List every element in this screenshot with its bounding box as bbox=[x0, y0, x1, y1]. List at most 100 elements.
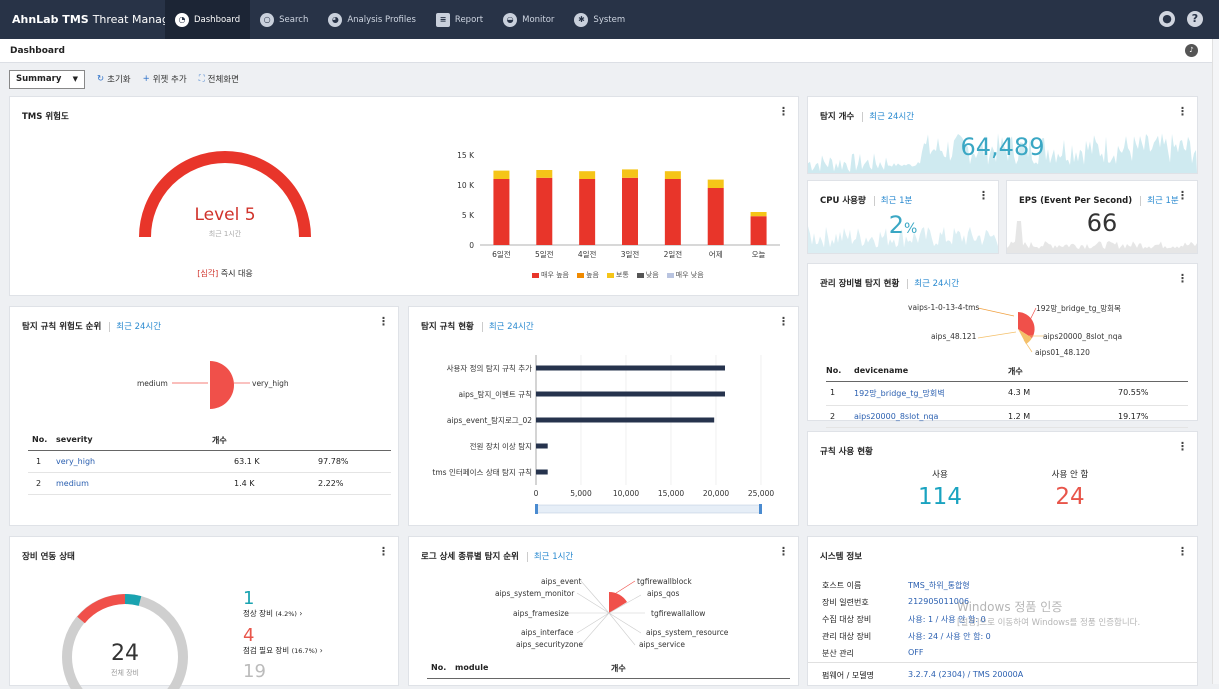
bar bbox=[536, 365, 725, 371]
table-row: 1 very_high 63.1 K 97.78% bbox=[28, 451, 391, 473]
sysinfo-row: 장비 일련번호 212905011006 bbox=[822, 597, 970, 607]
card-title: 탐지 규칙 위험도 순위 최근 24시간 bbox=[22, 322, 162, 332]
more-icon[interactable]: ⋮ bbox=[778, 105, 789, 118]
card-subtitle: 최근 24시간 bbox=[862, 112, 915, 122]
bar-segment bbox=[707, 188, 724, 245]
sysinfo-row: 펌웨어 / 모델명 3.2.7.4 (2304) / TMS 20000A bbox=[822, 670, 1024, 680]
card-title: CPU 사용량 최근 1분 bbox=[820, 196, 913, 206]
check-link[interactable]: 점검 필요 장비 (16.7%) › bbox=[243, 646, 323, 655]
more-icon[interactable]: ⋮ bbox=[1177, 440, 1188, 453]
more-icon[interactable]: ⋮ bbox=[778, 315, 789, 328]
bar bbox=[536, 391, 725, 397]
card-title: TMS 위험도 bbox=[22, 112, 69, 122]
y-tick-label: 0 bbox=[469, 241, 474, 250]
bar-segment bbox=[664, 179, 681, 245]
more-icon[interactable]: ⋮ bbox=[978, 189, 989, 202]
top-navigation-bar: AhnLab TMS Threat Manager ▼ ◔Dashboard ○… bbox=[0, 0, 1219, 39]
nav-system[interactable]: ✱ System bbox=[564, 0, 635, 39]
legend-item[interactable]: 낮음 bbox=[636, 270, 659, 280]
y-tick-label: 5 K bbox=[462, 211, 475, 220]
y-tick-label: 10 K bbox=[457, 181, 475, 190]
tms-risk-card: TMS 위험도 ⋮ Level 5 최근 1시간 [심각] 즉시 대응 15 K… bbox=[9, 96, 799, 296]
severity-pie-chart bbox=[172, 361, 250, 409]
legend-item[interactable]: 매우 높음 bbox=[532, 270, 569, 280]
table-row: 1 192망_bridge_tg_망회벽 4.3 M 70.55% bbox=[826, 382, 1188, 406]
card-title: 시스템 정보 bbox=[820, 552, 863, 562]
x-tick-label: 6일전 bbox=[492, 249, 511, 259]
y-tick-label: 전원 장치 이상 탐지 bbox=[470, 441, 532, 451]
log-pie-chart bbox=[569, 580, 645, 646]
x-tick-label: 25,000 bbox=[748, 489, 774, 498]
pie-label: aips01_48.120 bbox=[1035, 348, 1090, 357]
bell-icon[interactable]: ♪ bbox=[1185, 44, 1198, 57]
y-tick-label: tms 인터페이스 상태 탐지 규칙 bbox=[432, 467, 532, 477]
fullscreen-icon: ⛶ bbox=[198, 74, 205, 84]
monitor-icon: ◒ bbox=[503, 12, 518, 27]
total-device-count: 24 bbox=[111, 641, 139, 666]
nav-monitor[interactable]: ◒ Monitor bbox=[493, 0, 564, 39]
sparkline-area bbox=[808, 226, 998, 253]
legend-item[interactable]: 보통 bbox=[606, 270, 629, 280]
nav-dashboard[interactable]: ◔ Dashboard bbox=[165, 0, 251, 39]
legend-item[interactable]: 높음 bbox=[577, 270, 599, 280]
card-title: EPS (Event Per Second) 최근 1분 bbox=[1019, 196, 1179, 206]
search-icon: ○ bbox=[260, 12, 275, 27]
table-row: 2 medium 1.4 K 2.22% bbox=[28, 473, 391, 495]
pie-label: aips_framesize bbox=[513, 609, 569, 618]
detect-count-card: 탐지 개수 최근 24시간 ⋮ 64,489 bbox=[807, 96, 1198, 174]
more-icon[interactable]: ⋮ bbox=[1177, 272, 1188, 285]
brand-logo[interactable]: AhnLab TMS Threat Manager ▼ bbox=[0, 13, 196, 26]
more-icon[interactable]: ⋮ bbox=[1177, 189, 1188, 202]
card-subtitle: 최근 1분 bbox=[1140, 196, 1179, 206]
other-count: 19 bbox=[243, 661, 266, 682]
bar-segment bbox=[493, 170, 510, 179]
pie-label: aips_48.121 bbox=[931, 332, 977, 341]
bar-segment bbox=[750, 212, 767, 217]
normal-link[interactable]: 정상 장비 (4.2%) › bbox=[243, 609, 303, 618]
x-tick-label: 어제 bbox=[709, 249, 723, 259]
detect-sparkline bbox=[808, 133, 1197, 173]
risk-level: Level 5 bbox=[194, 205, 256, 225]
risk-action: [심각] 즉시 대응 bbox=[135, 268, 315, 279]
unused-label: 사용 안 함 bbox=[1051, 470, 1089, 480]
sysinfo-row: 호스트 이름 TMS_하위_통합형 bbox=[822, 581, 970, 590]
more-icon[interactable]: ⋮ bbox=[378, 545, 389, 558]
bar-segment bbox=[536, 170, 553, 178]
x-tick-label: 20,000 bbox=[703, 489, 729, 498]
pie-label: very_high bbox=[252, 379, 289, 388]
help-icon[interactable]: ? bbox=[1187, 11, 1203, 27]
nav-search[interactable]: ○ Search bbox=[250, 0, 318, 39]
fullscreen-button[interactable]: ⛶ 전체화면 bbox=[198, 74, 239, 85]
pie-label: tgfirewallblock bbox=[637, 577, 692, 586]
chevron-right-icon: › bbox=[319, 646, 323, 655]
bar-segment bbox=[493, 179, 510, 245]
slider-handle bbox=[759, 504, 762, 514]
x-tick-label: 5일전 bbox=[535, 249, 554, 259]
card-title: 장비 연동 상태 bbox=[22, 552, 75, 562]
bar-segment bbox=[579, 171, 596, 179]
activation-watermark-sub: [설정]으로 이동하여 Windows를 정품 인증합니다. bbox=[957, 618, 1141, 628]
card-title: 로그 상세 종류별 탐지 순위 최근 1시간 bbox=[421, 552, 574, 562]
legend-item[interactable]: 매우 낮음 bbox=[666, 270, 704, 280]
more-icon[interactable]: ⋮ bbox=[1177, 105, 1188, 118]
x-tick-label: 10,000 bbox=[613, 489, 639, 498]
more-icon[interactable]: ⋮ bbox=[1177, 545, 1188, 558]
reset-button[interactable]: ↻ 초기화 bbox=[97, 74, 131, 85]
more-icon[interactable]: ⋮ bbox=[778, 545, 789, 558]
normal-count: 1 bbox=[243, 588, 255, 609]
add-widget-button[interactable]: + 위젯 추가 bbox=[142, 74, 187, 85]
dashboard-select[interactable]: Summary ▼ bbox=[9, 69, 85, 89]
x-tick-label: 15,000 bbox=[658, 489, 684, 498]
device-detect-card: 관리 장비별 탐지 현황 최근 24시간 ⋮ vaips-1-0-13-4-tms… bbox=[807, 263, 1198, 428]
bar-segment bbox=[707, 179, 724, 188]
more-icon[interactable]: ⋮ bbox=[378, 315, 389, 328]
nav-report[interactable]: ≡ Report bbox=[426, 0, 493, 39]
nav-analysis-profiles[interactable]: ◕ Analysis Profiles bbox=[318, 0, 426, 39]
caret-down-icon: ▼ bbox=[72, 75, 78, 83]
user-icon[interactable]: ● bbox=[1159, 11, 1175, 27]
used-label: 사용 bbox=[932, 470, 948, 480]
severity-tag: [심각] bbox=[197, 269, 219, 278]
page-scrollbar[interactable] bbox=[1212, 39, 1219, 684]
bar bbox=[536, 443, 548, 449]
sysinfo-row: 분산 관리 OFF bbox=[822, 648, 924, 658]
